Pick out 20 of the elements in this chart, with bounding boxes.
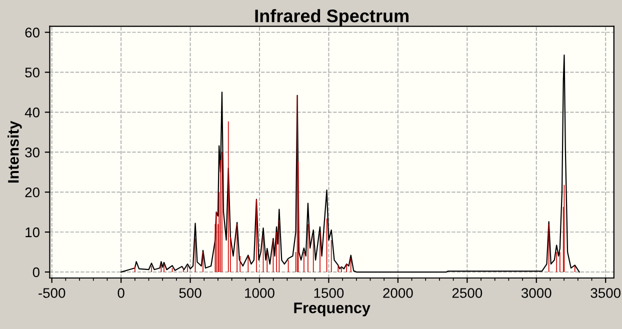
y-tick-label: 60 (25, 28, 40, 38)
x-axis-title: Frequency (294, 302, 370, 316)
x-tick-label: 500 (179, 288, 202, 298)
y-tick-label: 10 (26, 227, 40, 238)
x-tick-label: 2000 (383, 288, 413, 298)
y-tick-label: 50 (25, 68, 40, 78)
line-series (120, 54, 580, 273)
x-tick-label: 0 (118, 288, 124, 298)
x-tick-label: -500 (38, 288, 66, 298)
y-tick-label: 40 (24, 108, 40, 118)
x-tick-label: 2500 (452, 288, 482, 298)
y-tick-label: 30 (25, 147, 40, 158)
x-tick-label: 1500 (314, 288, 344, 298)
x-tick-label: 3000 (521, 288, 552, 298)
chart-title: Infrared Spectrum (255, 9, 408, 26)
x-tick-label: 1000 (245, 288, 274, 298)
y-tick-label: 20 (25, 187, 40, 198)
y-axis-title: Intensity (8, 120, 22, 183)
x-tick-label: 3500 (590, 288, 621, 298)
y-tick-label: 0 (32, 267, 40, 278)
